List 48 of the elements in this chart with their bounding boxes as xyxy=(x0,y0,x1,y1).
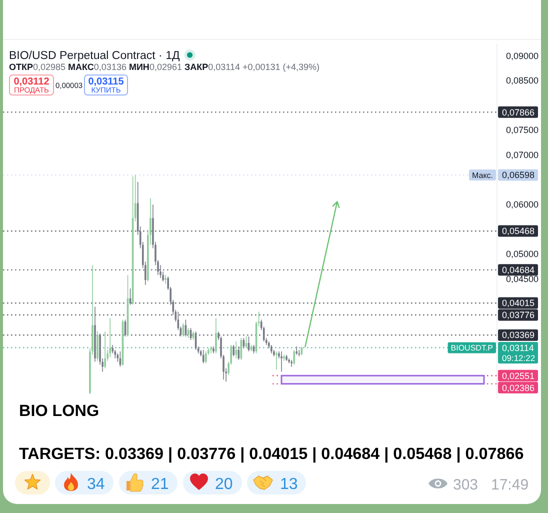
annotation: Макс. xyxy=(472,170,493,180)
ref-line-label: 0,03114 xyxy=(502,342,534,353)
candlestick xyxy=(280,350,282,372)
ref-line-label: 0,04015 xyxy=(502,298,535,308)
annotation: 0,03115 xyxy=(88,76,124,88)
candlestick xyxy=(210,346,212,354)
y-tick-label: 0,04500 xyxy=(506,274,539,284)
candlestick xyxy=(232,344,235,357)
candlestick xyxy=(235,341,238,359)
candlestick xyxy=(296,346,298,356)
ref-line-label: 0,03776 xyxy=(502,310,535,320)
candlestick xyxy=(290,359,292,368)
text: 0,02551 xyxy=(502,370,535,381)
text: 17:49 xyxy=(491,476,529,494)
annotation: BIOUSDT.P xyxy=(450,344,493,353)
text: 34 xyxy=(87,476,105,493)
candlestick xyxy=(109,318,112,358)
candlestick xyxy=(293,350,296,366)
ref-line-label: 0,07866 xyxy=(502,107,535,118)
candlestick xyxy=(164,274,166,284)
ref-line-label: 0,03369 xyxy=(502,330,535,340)
annotation: 0,03112 xyxy=(14,76,50,88)
text: BIO/USD Perpetual Contract · 1Д xyxy=(9,50,180,62)
ref-line-label: 0,06598 xyxy=(502,170,535,180)
ref-line-label: 0,05468 xyxy=(502,226,535,236)
text: 303 xyxy=(453,476,478,494)
y-tick-label: 0,05000 xyxy=(506,249,539,260)
y-tick-label: 0,06000 xyxy=(506,200,539,210)
candlestick xyxy=(215,318,217,354)
text: TARGETS: 0.03369 | 0.03776 | 0.04015 | 0.04684 | 0.05468 | 0.07866 xyxy=(19,445,524,463)
text: 0,02386 xyxy=(502,382,535,393)
candlestick xyxy=(298,350,300,357)
y-tick-label: 0,08500 xyxy=(506,76,539,86)
y-tick-label: 0,07000 xyxy=(506,150,539,160)
text: 20 xyxy=(215,476,233,493)
text: 09:12:22 xyxy=(502,352,536,363)
ref-line-label: 0,04684 xyxy=(502,265,535,276)
text: 13 xyxy=(280,476,298,493)
candlestick xyxy=(96,330,98,362)
y-tick-label: 0,09000 xyxy=(506,50,539,61)
candlestick xyxy=(202,350,204,364)
candlestick xyxy=(204,350,207,364)
y-tick-label: 0,07500 xyxy=(506,125,539,136)
text: 21 xyxy=(151,476,169,493)
candlestick xyxy=(104,331,106,369)
candlestick xyxy=(276,350,278,370)
text: ОТКР0,02985 МАКС0,03136 МИН0,02961 ЗАКР0,03114 +0,00131 (+4,39%) xyxy=(9,62,320,72)
text: BIO LONG xyxy=(19,402,100,420)
